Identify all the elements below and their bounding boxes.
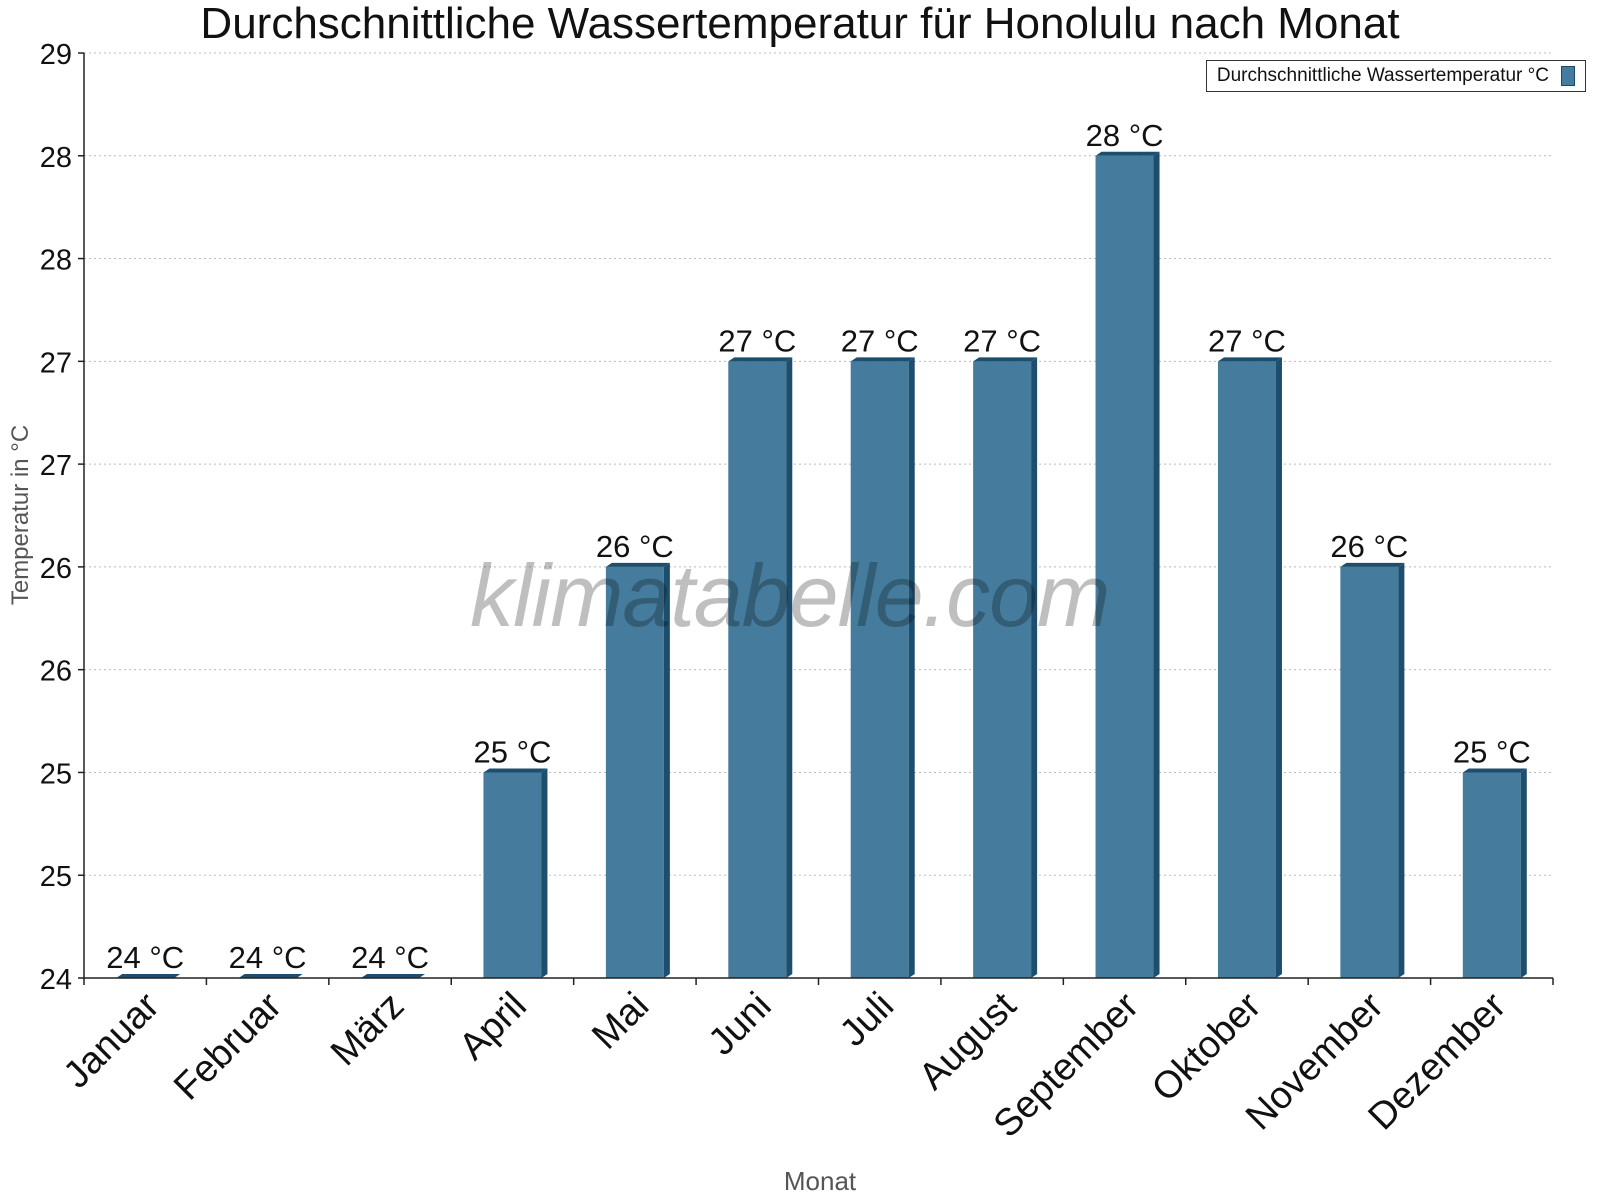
data-label: 26 °C (596, 529, 674, 564)
x-tick-label: Juli (832, 985, 902, 1055)
bar (605, 566, 664, 978)
data-label: 27 °C (718, 323, 796, 358)
y-tick-label: 26 (40, 656, 72, 688)
x-tick-label: Juni (701, 985, 780, 1064)
bar-side (1153, 151, 1160, 978)
legend-label: Durchschnittliche Wassertemperatur °C (1216, 65, 1549, 86)
bar-top (728, 357, 793, 362)
bar-top (1095, 151, 1160, 156)
bar (1340, 566, 1399, 978)
x-tick-label: März (323, 985, 412, 1074)
y-tick-label: 28 (40, 142, 72, 174)
gridlines (84, 52, 1553, 876)
bar-top (1340, 562, 1405, 567)
data-label: 27 °C (841, 323, 919, 358)
x-tick-label: Januar (56, 984, 168, 1096)
bar-top (483, 768, 548, 773)
bar-side (541, 768, 548, 978)
data-label: 24 °C (106, 940, 184, 975)
data-label: 25 °C (474, 734, 552, 769)
legend-swatch-icon (1561, 66, 1575, 86)
y-tick-label: 27 (40, 347, 72, 379)
bar (850, 361, 909, 978)
bars (116, 151, 1527, 978)
y-axis-label: Temperatur in °C (7, 425, 34, 605)
legend: Durchschnittliche Wassertemperatur °C (1205, 60, 1586, 92)
bar-labels: 24 °C 24 °C 24 °C 25 °C 26 °C 27 °C 27 °C 27 °C… (106, 118, 1530, 975)
x-tick-label: Oktober (1144, 984, 1270, 1110)
data-label: 27 °C (963, 323, 1041, 358)
bar-side (1031, 357, 1038, 978)
x-tick-label: Februar (166, 984, 290, 1108)
data-label: 24 °C (351, 940, 429, 975)
bar (1462, 772, 1521, 978)
axes (83, 53, 1553, 979)
y-tick-label: 24 (40, 964, 72, 996)
bar-side (663, 562, 670, 978)
y-tick-label: 25 (40, 861, 72, 893)
y-tick-label: 29 (40, 39, 72, 71)
bar-top (973, 357, 1038, 362)
bar-side (1520, 768, 1527, 978)
x-axis-label: Monat (784, 1166, 857, 1196)
bar-top (116, 974, 181, 978)
bar-side (908, 357, 915, 978)
watermark: klimatabelle.com (470, 546, 1110, 645)
data-label: 25 °C (1453, 734, 1531, 769)
bar-top (238, 974, 303, 978)
data-label: 27 °C (1208, 323, 1286, 358)
bar (973, 361, 1032, 978)
bar-top (1462, 768, 1527, 773)
y-tick-label: 27 (40, 450, 72, 482)
data-label: 26 °C (1330, 529, 1408, 564)
data-label: 24 °C (229, 940, 307, 975)
y-axis-ticks: 24 25 25 26 26 27 27 28 28 29 (40, 39, 84, 996)
y-tick-label: 28 (40, 245, 72, 277)
data-label: 28 °C (1086, 118, 1164, 153)
bar-top (1217, 357, 1282, 362)
y-tick-label: 26 (40, 553, 72, 585)
bar-side (1275, 357, 1282, 978)
bar (1095, 155, 1154, 978)
bar (483, 772, 542, 978)
bar-top (850, 357, 915, 362)
bar-top (361, 974, 426, 978)
x-tick-label: April (451, 985, 534, 1068)
y-tick-label: 25 (40, 758, 72, 790)
bar (728, 361, 787, 978)
bar (1217, 361, 1276, 978)
bar-top (605, 562, 670, 567)
chart-title: Durchschnittliche Wassertemperatur für H… (200, 0, 1400, 48)
bar-side (1398, 562, 1405, 978)
bar-side (786, 357, 793, 978)
x-tick-label: August (911, 984, 1025, 1098)
x-tick-label: Mai (584, 985, 657, 1058)
